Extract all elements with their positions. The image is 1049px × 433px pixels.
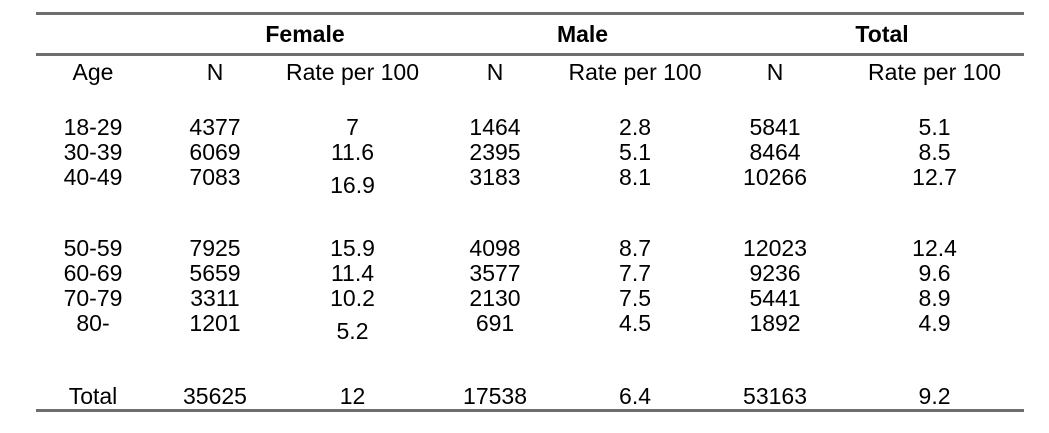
column-header-male-rate: Rate per 100 [568, 58, 702, 85]
cell-female-n: 1201 [189, 310, 241, 336]
cell-male-rate: 8.7 [619, 235, 652, 261]
cell-female-n: 5659 [189, 260, 241, 286]
cell-male-rate: 7.5 [619, 285, 652, 311]
cell-male-n: 1464 [469, 114, 521, 140]
table-row-80plus: 80- 1201 5.2 691 4.5 1892 4.9 [36, 310, 1024, 343]
cell-total-n: 10266 [743, 164, 808, 190]
cell-total-rate: 9.6 [918, 260, 951, 286]
cell-male-rate: 7.7 [619, 260, 652, 286]
cell-total-rate: 12.4 [912, 235, 957, 261]
column-header-total-n: N [766, 58, 784, 85]
group-header-row: Female Male Total [36, 13, 1025, 56]
age-label: 40-49 [63, 164, 123, 190]
table-row-30-39: 30-39 6069 11.6 2395 5.1 8464 8.5 [36, 140, 1024, 165]
cell-female-rate: 5.2 [336, 318, 369, 344]
cell-male-rate: 8.1 [619, 164, 652, 190]
cell-total-rate: 5.1 [918, 114, 951, 140]
age-label: 50-59 [63, 235, 123, 261]
column-header-female-n: N [206, 58, 224, 85]
cell-total-rate: 12.7 [912, 164, 957, 190]
cell-male-rate: 5.1 [619, 139, 652, 165]
cell-male-rate: 2.8 [619, 114, 652, 140]
age-label: 70-79 [63, 285, 123, 311]
cell-female-rate: 12 [339, 382, 366, 409]
table-container: Female Male Total Age N Rate per 100 N R… [36, 12, 1025, 412]
column-header-row: Age N Rate per 100 N Rate per 100 N Rate… [36, 55, 1024, 89]
group-header-female: Female [150, 13, 426, 56]
cell-female-n: 7925 [189, 235, 241, 261]
cell-male-n: 17538 [463, 382, 527, 409]
spacer-row [36, 88, 1024, 115]
cell-male-n: 691 [475, 310, 515, 336]
column-header-male-n: N [486, 58, 504, 85]
table-row-total: Total 35625 12 17538 6.4 53163 9.2 [36, 383, 1024, 411]
cell-total-rate: 8.9 [918, 285, 951, 311]
table-row-40-49: 40-49 7083 16.9 3183 8.1 10266 12.7 [36, 164, 1024, 197]
cell-total-n: 9236 [749, 260, 801, 286]
cell-female-rate: 7 [346, 114, 359, 140]
table-row-60-69: 60-69 5659 11.4 3577 7.7 9236 9.6 [36, 261, 1024, 286]
cell-male-n: 2130 [469, 285, 521, 311]
age-label: 18-29 [63, 114, 123, 140]
cell-male-n: 3183 [469, 164, 521, 190]
table-row-50-59: 50-59 7925 15.9 4098 8.7 12023 12.4 [36, 236, 1024, 261]
cell-female-rate: 11.4 [330, 260, 375, 286]
cell-female-n: 7083 [189, 164, 241, 190]
cell-total-n: 8464 [749, 139, 801, 165]
age-label: 60-69 [63, 260, 123, 286]
statistics-table: Female Male Total Age N Rate per 100 N R… [36, 12, 1025, 412]
group-header-spacer [36, 13, 150, 56]
column-header-female-rate: Rate per 100 [286, 58, 419, 85]
group-header-male: Male [425, 13, 706, 56]
total-label: Total [68, 382, 118, 409]
cell-male-n: 4098 [469, 235, 521, 261]
cell-female-rate: 16.9 [330, 172, 375, 198]
spacer-row [36, 336, 1024, 383]
cell-total-n: 5441 [749, 285, 801, 311]
cell-total-rate: 8.5 [918, 139, 951, 165]
cell-total-n: 5841 [749, 114, 801, 140]
spacer-row [36, 190, 1024, 236]
age-label: 30-39 [63, 139, 123, 165]
cell-male-n: 3577 [469, 260, 521, 286]
cell-total-rate: 4.9 [918, 310, 951, 336]
cell-female-rate: 11.6 [330, 139, 375, 165]
column-header-age: Age [72, 58, 114, 85]
age-label: 80- [76, 310, 110, 336]
column-header-total-rate: Rate per 100 [868, 58, 1002, 85]
table-row-70-79: 70-79 3311 10.2 2130 7.5 5441 8.9 [36, 286, 1024, 311]
group-header-total: Total [705, 13, 1025, 56]
table-row-18-29: 18-29 4377 7 1464 2.8 5841 5.1 [36, 115, 1024, 140]
cell-total-n: 12023 [743, 235, 808, 261]
cell-total-rate: 9.2 [918, 382, 951, 409]
cell-male-rate: 6.4 [619, 382, 652, 409]
cell-female-n: 4377 [189, 114, 241, 140]
cell-female-n: 35625 [183, 382, 247, 409]
cell-female-rate: 10.2 [330, 285, 375, 311]
cell-male-n: 2395 [469, 139, 521, 165]
cell-female-n: 6069 [189, 139, 241, 165]
cell-female-rate: 15.9 [330, 235, 375, 261]
cell-male-rate: 4.5 [619, 310, 652, 336]
cell-female-n: 3311 [190, 285, 240, 311]
cell-total-n: 1892 [749, 310, 801, 336]
cell-total-n: 53163 [743, 382, 808, 409]
